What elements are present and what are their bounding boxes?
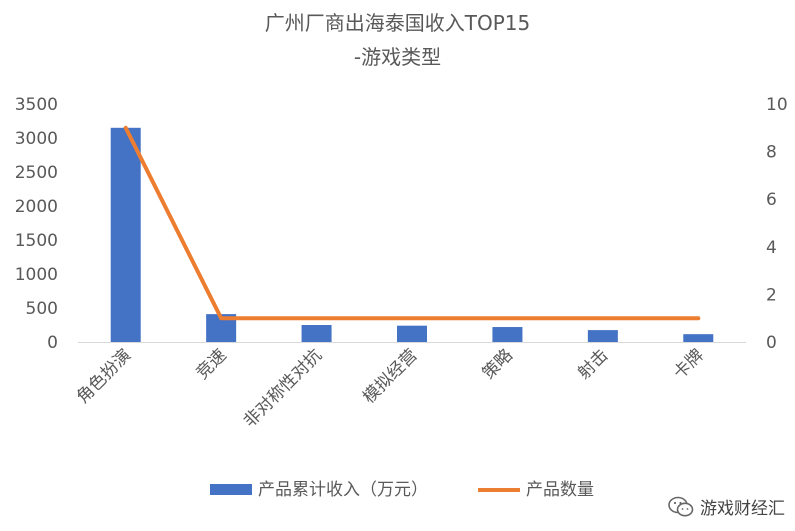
watermark-text: 游戏财经汇 bbox=[700, 499, 785, 519]
chart-title: 广州厂商出海泰国收入TOP15 -游戏类型 bbox=[0, 6, 795, 74]
bar-4 bbox=[397, 325, 427, 342]
x-category-label: 模拟经营 bbox=[359, 345, 421, 407]
y-left-tick-label: 2000 bbox=[15, 197, 58, 217]
line-series-product-count bbox=[123, 125, 701, 321]
y-right-tick-label: 0 bbox=[766, 333, 777, 353]
watermark: 游戏财经汇 bbox=[668, 494, 785, 519]
x-category-label: 卡牌 bbox=[670, 345, 708, 383]
chart-title-line-1: 广州厂商出海泰国收入TOP15 bbox=[264, 11, 531, 35]
x-category-label: 策略 bbox=[479, 345, 517, 383]
x-category-label: 非对称性对抗 bbox=[240, 345, 326, 431]
x-category-label: 射击 bbox=[574, 345, 612, 383]
y-right-tick-label: 6 bbox=[766, 190, 777, 210]
y-left-tick-label: 1000 bbox=[15, 265, 58, 285]
legend-label-line: 产品数量 bbox=[526, 480, 594, 500]
wechat-icon bbox=[668, 496, 694, 516]
bar-1 bbox=[110, 127, 141, 342]
bar-7 bbox=[683, 334, 714, 342]
legend-swatch-bar bbox=[210, 484, 252, 495]
chart-title-line-2: -游戏类型 bbox=[353, 45, 442, 69]
x-category-label: 竞速 bbox=[192, 345, 230, 383]
y-left-tick-label: 2500 bbox=[15, 163, 58, 183]
bar-6 bbox=[587, 330, 618, 342]
y-right-tick-label: 8 bbox=[766, 143, 777, 163]
bar-5 bbox=[492, 327, 523, 342]
y-left-tick-label: 0 bbox=[47, 333, 58, 353]
bar-3 bbox=[301, 325, 332, 342]
y-left-tick-label: 1500 bbox=[15, 231, 58, 251]
y-right-tick-label: 2 bbox=[766, 285, 777, 305]
y-right-tick-label: 10 bbox=[766, 95, 788, 115]
y-right-tick-label: 4 bbox=[766, 238, 777, 258]
y-left-tick-label: 500 bbox=[26, 299, 58, 319]
y-left-tick-label: 3500 bbox=[15, 95, 58, 115]
legend-label-bar: 产品累计收入（万元） bbox=[258, 480, 428, 500]
y-left-tick-label: 3000 bbox=[15, 129, 58, 149]
x-category-label: 角色扮演 bbox=[73, 345, 135, 407]
